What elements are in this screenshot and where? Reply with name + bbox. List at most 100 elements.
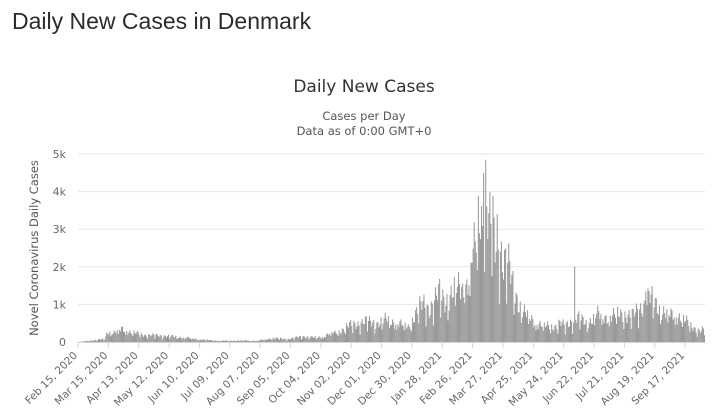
bar <box>532 319 534 342</box>
bar <box>619 317 621 342</box>
bar <box>425 326 427 342</box>
y-tick-label: 4k <box>53 186 67 199</box>
bar <box>453 277 455 342</box>
x-tick-label: Sep 17, 2021 <box>629 350 687 408</box>
bar <box>220 341 222 342</box>
bar <box>304 336 306 342</box>
bar <box>490 223 492 342</box>
bar <box>397 324 399 342</box>
bar <box>561 322 563 342</box>
bar <box>288 338 290 342</box>
bar <box>559 320 561 342</box>
bar <box>418 323 420 342</box>
bar <box>542 330 544 342</box>
bar <box>460 299 462 342</box>
bar <box>420 301 422 342</box>
bar <box>376 322 378 342</box>
bar <box>651 286 653 342</box>
bar <box>253 340 255 342</box>
bar <box>564 334 566 342</box>
bar <box>112 333 114 342</box>
bar <box>440 317 442 342</box>
bar <box>414 322 416 342</box>
bar <box>702 328 704 342</box>
bar <box>701 326 703 342</box>
bar <box>591 324 593 342</box>
bar <box>579 329 581 342</box>
bar <box>581 314 583 342</box>
bar <box>686 315 688 342</box>
bar <box>348 327 350 342</box>
bar <box>408 326 410 342</box>
bar <box>323 337 326 342</box>
bar <box>365 316 367 342</box>
bar <box>156 333 158 342</box>
bar <box>427 305 429 342</box>
bar <box>466 279 468 342</box>
bar <box>396 329 398 342</box>
bar <box>344 334 346 342</box>
bar <box>349 322 351 342</box>
bar <box>531 315 533 342</box>
bar <box>593 314 595 342</box>
bar <box>623 329 625 342</box>
bar <box>576 322 578 342</box>
bar <box>491 276 493 342</box>
bar <box>345 323 348 342</box>
bar <box>164 336 166 342</box>
bar <box>600 314 602 342</box>
bar <box>511 274 513 342</box>
bar <box>263 339 265 342</box>
bar <box>267 339 269 342</box>
bar <box>146 336 148 342</box>
bar <box>394 328 396 342</box>
bar <box>244 340 246 342</box>
bar <box>700 330 702 342</box>
bar <box>297 337 299 342</box>
bar <box>535 330 537 342</box>
bar <box>627 314 629 342</box>
bar <box>461 287 463 342</box>
bar <box>571 321 573 342</box>
bar <box>238 340 240 342</box>
bar <box>431 303 433 342</box>
bar <box>405 328 407 342</box>
bar <box>544 327 546 342</box>
bar <box>341 328 343 342</box>
bar <box>266 339 268 342</box>
bar <box>135 333 137 342</box>
bar <box>516 295 518 342</box>
bar <box>95 341 97 342</box>
bar <box>303 335 305 342</box>
bar <box>380 317 382 342</box>
bar <box>179 336 181 342</box>
bar <box>605 315 607 342</box>
bar <box>276 337 278 342</box>
bar <box>521 317 523 342</box>
bar <box>211 340 214 342</box>
bar <box>653 307 655 342</box>
bar <box>352 333 354 342</box>
bar <box>665 318 667 342</box>
bar <box>195 338 197 342</box>
bar <box>118 329 120 342</box>
bar <box>251 341 253 342</box>
bar <box>695 332 697 342</box>
bar <box>305 338 307 342</box>
bar <box>306 337 308 342</box>
bar <box>204 340 206 342</box>
bar <box>604 316 606 342</box>
bar <box>273 338 275 342</box>
bar <box>225 340 227 342</box>
bar <box>514 303 516 342</box>
bar <box>648 291 650 342</box>
bar <box>445 305 447 342</box>
bar <box>207 339 209 342</box>
bar <box>222 340 224 342</box>
bar <box>161 339 163 342</box>
bar <box>117 333 119 342</box>
bar <box>437 300 439 342</box>
bar <box>468 285 470 342</box>
bar <box>689 331 691 342</box>
